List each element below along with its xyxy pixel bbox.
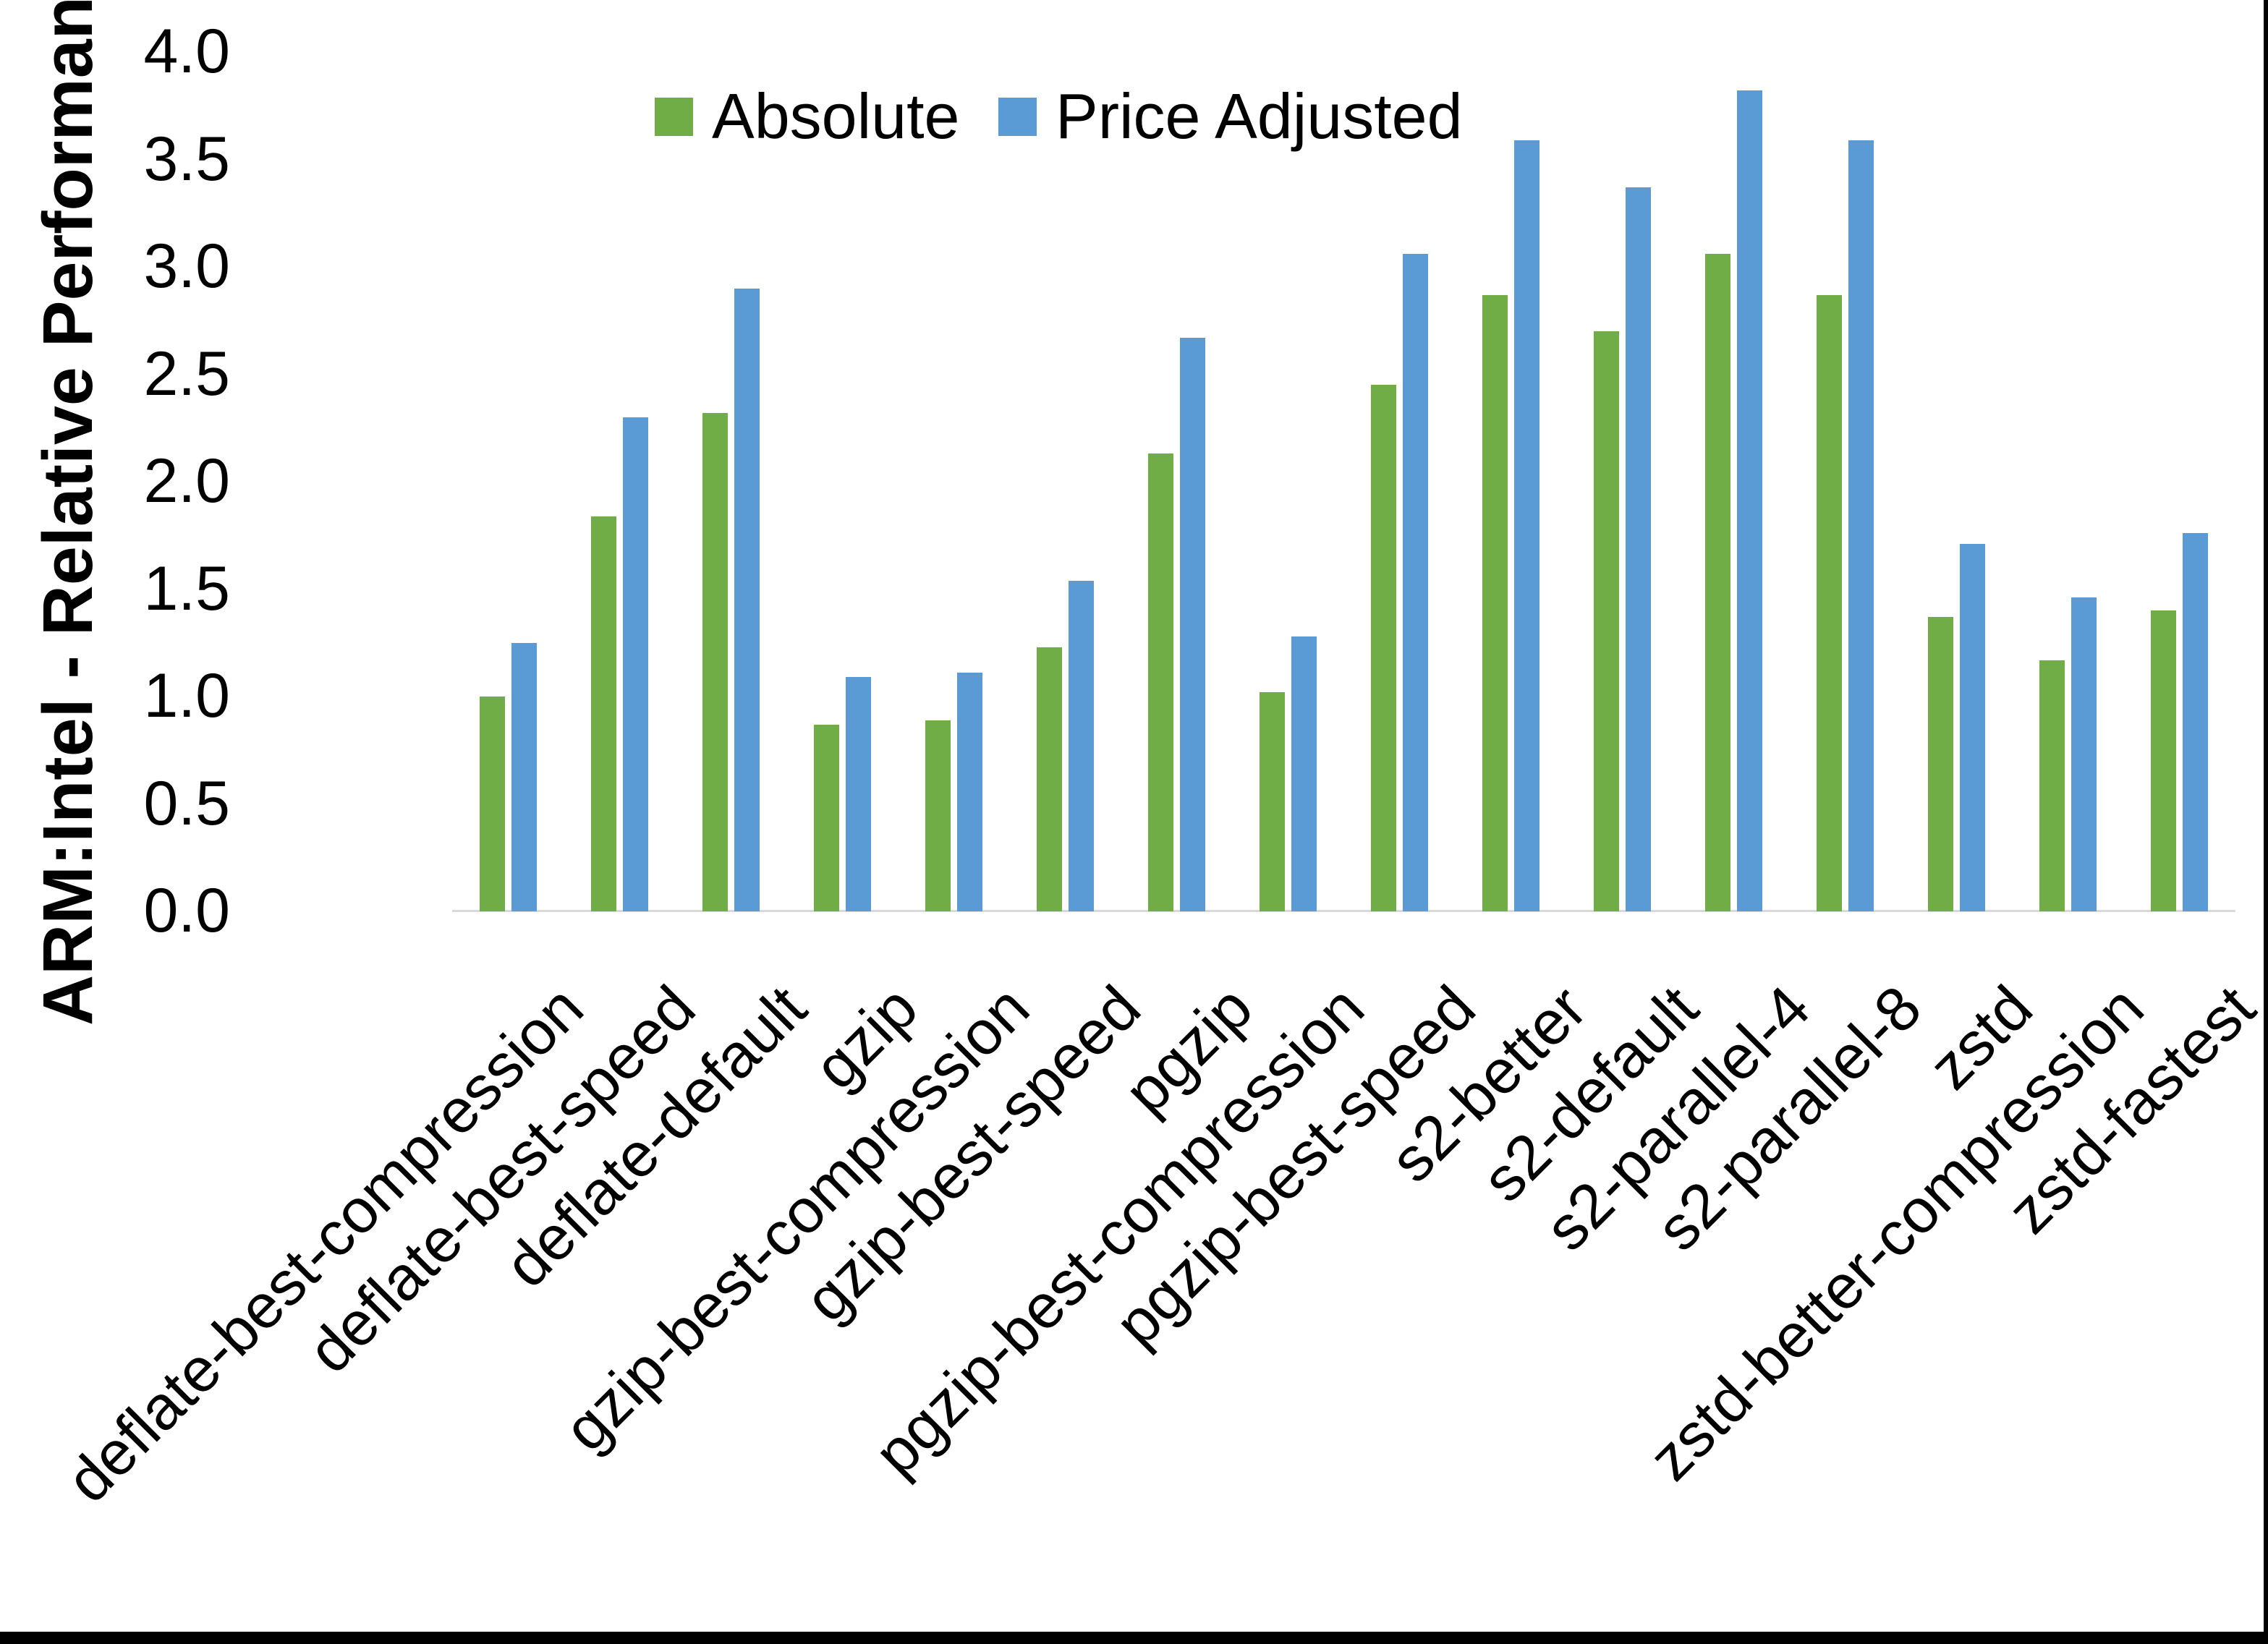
bar-price-adjusted-deflate-best-speed [622,417,648,911]
bar-absolute-gzip-best-compression [925,720,951,911]
bar-absolute-deflate-default [702,413,728,911]
legend-label-absolute: Absolute [712,80,960,152]
bar-price-adjusted-zstd-better-compression [2071,597,2097,911]
bar-price-adjusted-zstd-fastest [2183,533,2209,911]
bar-price-adjusted-gzip-best-speed [1068,581,1094,911]
legend-swatch-absolute-icon [655,97,693,136]
bar-price-adjusted-zstd [1960,544,1986,911]
bar-price-adjusted-s2-default [1626,187,1652,911]
y-tick-label-3.5: 3.5 [143,124,230,194]
bar-absolute-pgzip-best-compression [1259,692,1285,911]
legend-label-price-adjusted: Price Adjusted [1056,80,1463,152]
bar-absolute-s2-default [1594,331,1620,911]
bar-absolute-s2-parallel-4 [1705,254,1731,911]
bar-price-adjusted-s2-better [1514,140,1540,911]
bar-absolute-gzip-best-speed [1036,647,1062,911]
bar-absolute-zstd [1928,617,1954,911]
y-tick-label-0.0: 0.0 [143,876,230,945]
x-axis-line [452,910,2235,912]
bar-price-adjusted-gzip-best-compression [956,673,982,911]
y-tick-label-3.0: 3.0 [143,231,230,301]
bar-absolute-deflate-best-compression [479,697,505,911]
y-tick-label-0.5: 0.5 [143,768,230,838]
bar-absolute-s2-parallel-8 [1817,295,1843,911]
y-tick-label-1.5: 1.5 [143,553,230,623]
bar-price-adjusted-deflate-default [734,289,760,911]
legend-item-absolute: Absolute [655,78,959,155]
bar-absolute-pgzip-best-speed [1371,385,1397,911]
window-edge-right [2264,0,2268,1644]
bar-absolute-pgzip [1147,453,1173,911]
bar-price-adjusted-deflate-best-compression [511,643,537,911]
bar-price-adjusted-pgzip-best-compression [1291,636,1317,911]
y-tick-label-4.0: 4.0 [143,17,230,86]
bar-price-adjusted-pgzip-best-speed [1403,254,1429,911]
bar-absolute-deflate-best-speed [590,516,616,911]
bar-price-adjusted-s2-parallel-4 [1737,90,1763,911]
window-edge-bottom [0,1632,2268,1644]
bar-absolute-gzip [813,725,839,911]
y-tick-label-1.0: 1.0 [143,661,230,731]
bar-absolute-s2-better [1482,295,1508,911]
y-tick-label-2.5: 2.5 [143,338,230,409]
bar-price-adjusted-s2-parallel-8 [1848,140,1874,911]
legend-swatch-price-adjusted-icon [998,97,1037,136]
legend-item-price-adjusted: Price Adjusted [998,78,1463,155]
y-tick-label-2.0: 2.0 [143,446,230,516]
bar-absolute-zstd-better-compression [2039,660,2065,911]
bar-absolute-zstd-fastest [2151,610,2177,911]
bar-price-adjusted-gzip [845,677,871,911]
bar-price-adjusted-pgzip [1179,338,1205,911]
